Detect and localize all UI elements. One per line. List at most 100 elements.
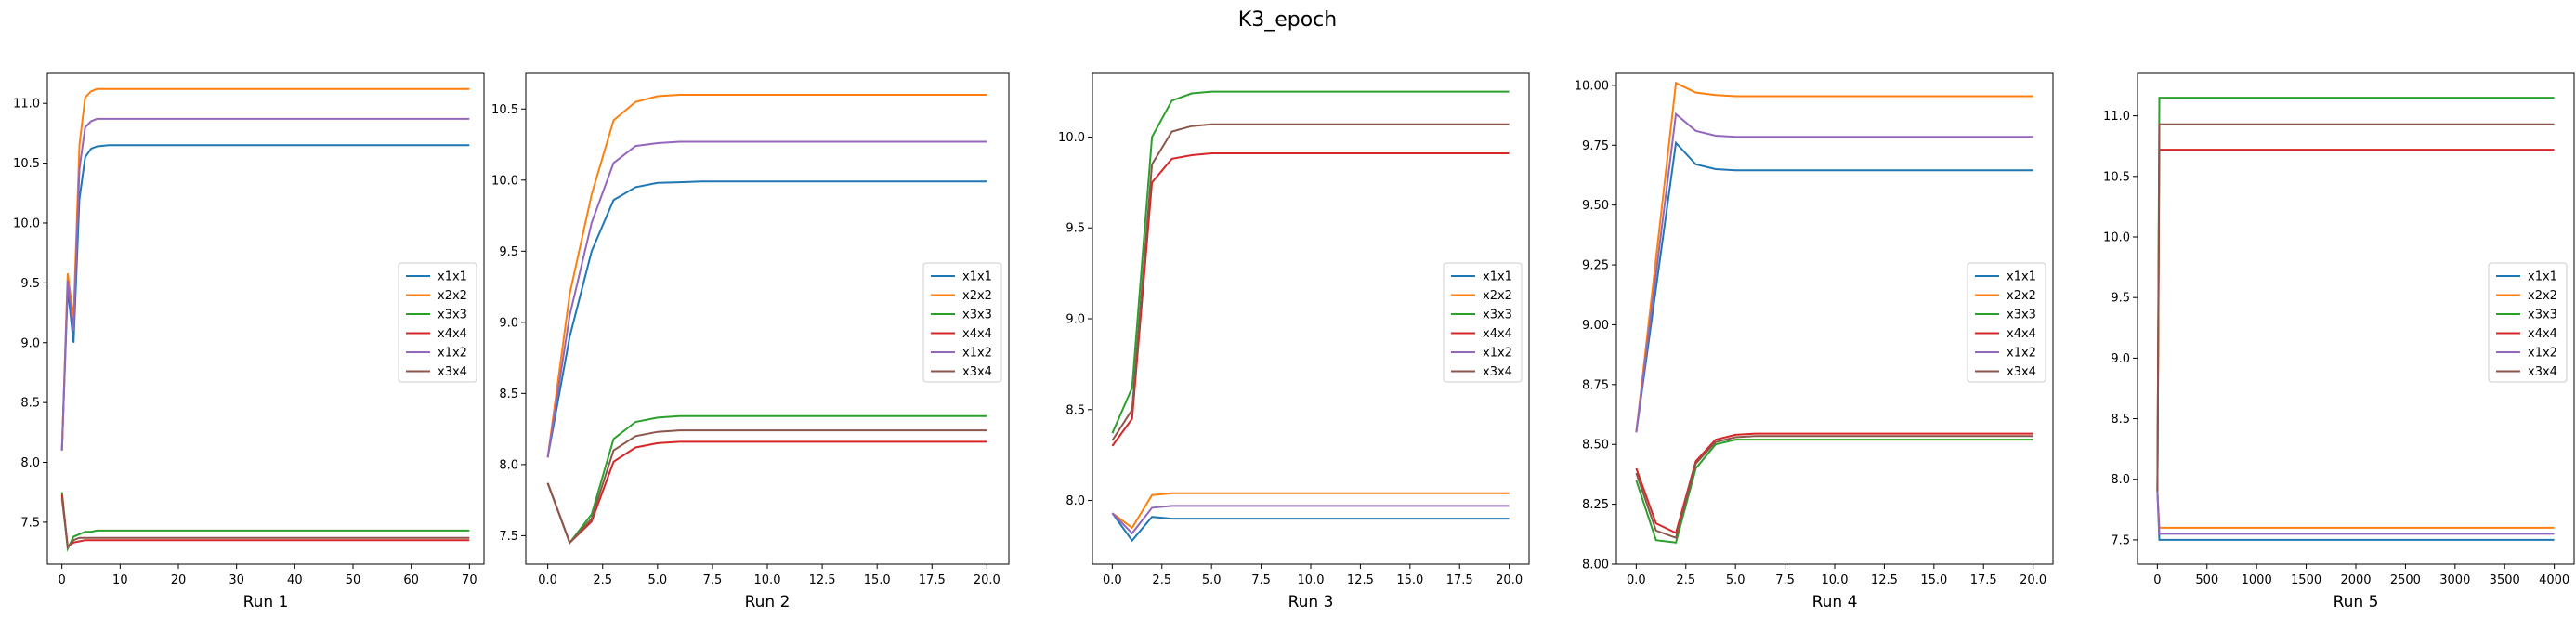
- x-tick-label: 10.0: [754, 573, 781, 587]
- series-line-x4x4: [546, 440, 987, 545]
- legend-label-x2x2: x2x2: [962, 289, 992, 303]
- y-tick-label: 11.0: [2103, 110, 2130, 124]
- x-tick-label: 0.0: [1103, 573, 1122, 587]
- legend-label-x3x3: x3x3: [2528, 309, 2557, 322]
- y-tick-label: 7.5: [499, 530, 518, 544]
- x-tick-label: 2000: [2340, 573, 2371, 587]
- legend-label-x1x2: x1x2: [2007, 347, 2036, 361]
- x-tick-label: 17.5: [1446, 573, 1473, 587]
- x-axis-label: Run 3: [1288, 593, 1334, 611]
- x-tick-label: 10.0: [1298, 573, 1325, 587]
- x-tick-label: 2.5: [593, 573, 612, 587]
- x-tick-label: 0.0: [538, 573, 557, 587]
- x-tick-label: 7.5: [703, 573, 723, 587]
- series-line-x1x2: [546, 140, 987, 458]
- y-tick-label: 8.0: [499, 458, 518, 472]
- series-lines: [2156, 97, 2555, 541]
- x-tick-label: 17.5: [919, 573, 946, 587]
- legend-label-x2x2: x2x2: [2528, 289, 2557, 303]
- x-tick-label: 5.0: [1726, 573, 1746, 587]
- series-line-x1x2: [60, 117, 470, 451]
- series-line-x2x2: [1111, 492, 1510, 530]
- y-tick-label: 10.0: [13, 217, 40, 230]
- series-line-x3x3: [1111, 90, 1510, 434]
- legend-label-x1x1: x1x1: [438, 270, 467, 284]
- legend-label-x4x4: x4x4: [438, 327, 467, 341]
- y-tick-label: 8.25: [1582, 498, 1609, 512]
- x-tick-label: 20.0: [1496, 573, 1523, 587]
- y-tick-label: 8.00: [1582, 559, 1609, 572]
- series-line-x1x1: [2156, 491, 2555, 541]
- subplot-5: 0 500 1000 1500 2000 2500 3000 3500 4000 7.5 8.0 8.…: [2103, 72, 2575, 611]
- legend-label-x1x2: x1x2: [1483, 347, 1512, 361]
- y-tick-label: 8.5: [2111, 413, 2130, 427]
- legend-label-x3x3: x3x3: [1483, 309, 1512, 322]
- x-tick-label: 30: [229, 573, 244, 587]
- legend-label-x2x2: x2x2: [1483, 289, 1512, 303]
- y-tick-label: 9.0: [20, 336, 40, 350]
- series-line-x3x4: [546, 429, 987, 545]
- x-tick-label: 3500: [2490, 573, 2520, 587]
- x-tick-label: 1500: [2291, 573, 2321, 587]
- figure-title: K3_epoch: [1238, 8, 1337, 32]
- y-tick-label: 10.5: [491, 103, 518, 117]
- subplot-3: 0.0 2.5 5.0 7.5 10.0 12.5 15.0 17.5 20.0 8.0 8.5 9.…: [1058, 72, 1530, 611]
- series-line-x3x3: [546, 414, 987, 546]
- legend-label-x3x4: x3x4: [438, 365, 467, 379]
- subplot-2: 0.0 2.5 5.0 7.5 10.0 12.5 15.0 17.5 20.0 7.5 8.0 8.…: [491, 72, 1010, 611]
- series-line-x1x2: [1111, 505, 1510, 535]
- x-tick-label: 20: [171, 573, 187, 587]
- y-tick-label: 9.5: [2111, 292, 2130, 306]
- legend: x1x1 x2x2 x3x3 x4x4 x1x2 x3x4: [1443, 262, 1523, 383]
- x-tick-label: 5.0: [647, 573, 667, 587]
- x-tick-label: 7.5: [1775, 573, 1795, 587]
- x-tick-label: 17.5: [1970, 573, 1997, 587]
- y-tick-label: 10.5: [13, 157, 40, 171]
- x-tick-label: 1000: [2242, 573, 2272, 587]
- x-tick-label: 50: [346, 573, 361, 587]
- y-tick-label: 9.5: [1066, 222, 1085, 236]
- x-tick-label: 7.5: [1251, 573, 1271, 587]
- legend-label-x1x2: x1x2: [2528, 347, 2557, 361]
- series-line-x1x1: [1635, 140, 2033, 433]
- series-line-x1x1: [1111, 512, 1510, 543]
- x-tick-label: 0: [59, 573, 66, 587]
- y-tick-label: 9.0: [2111, 352, 2130, 366]
- legend-label-x4x4: x4x4: [1483, 327, 1512, 341]
- y-tick-label: 8.75: [1582, 378, 1609, 392]
- legend-label-x1x1: x1x1: [1483, 270, 1512, 284]
- legend-label-x4x4: x4x4: [2007, 327, 2036, 341]
- x-axis-label: Run 5: [2334, 593, 2379, 611]
- y-tick-label: 8.0: [1066, 494, 1085, 508]
- legend-label-x4x4: x4x4: [2528, 327, 2557, 341]
- x-tick-label: 4000: [2539, 573, 2569, 587]
- legend-label-x3x4: x3x4: [1483, 365, 1512, 379]
- x-tick-label: 2.5: [1676, 573, 1695, 587]
- y-tick-label: 9.00: [1582, 319, 1609, 333]
- y-tick-label: 10.0: [1058, 131, 1085, 145]
- series-lines: [60, 87, 470, 552]
- legend-label-x2x2: x2x2: [438, 289, 467, 303]
- series-line-x3x4: [1111, 123, 1510, 441]
- y-tick-label: 11.0: [13, 98, 40, 112]
- x-tick-label: 10: [112, 573, 128, 587]
- y-tick-label: 8.0: [20, 456, 40, 470]
- legend-label-x1x1: x1x1: [962, 270, 992, 284]
- x-tick-label: 20.0: [974, 573, 1000, 587]
- x-tick-label: 70: [462, 573, 477, 587]
- y-tick-label: 10.0: [491, 174, 518, 188]
- series-line-x2x2: [1635, 81, 2033, 433]
- series-line-x3x4: [2156, 123, 2555, 492]
- series-line-x2x2: [2156, 491, 2555, 529]
- x-tick-label: 15.0: [1396, 573, 1423, 587]
- x-tick-label: 3000: [2439, 573, 2470, 587]
- series-line-x1x1: [60, 144, 470, 451]
- y-tick-label: 8.50: [1582, 439, 1609, 453]
- y-tick-label: 9.25: [1582, 259, 1609, 273]
- series-lines: [1111, 90, 1510, 543]
- subplot-4: 0.0 2.5 5.0 7.5 10.0 12.5 15.0 17.5 20.0 8.00 8.25…: [1575, 72, 2054, 611]
- legend-label-x1x1: x1x1: [2528, 270, 2557, 284]
- legend-label-x3x4: x3x4: [962, 365, 992, 379]
- series-line-x3x4: [1635, 435, 2033, 540]
